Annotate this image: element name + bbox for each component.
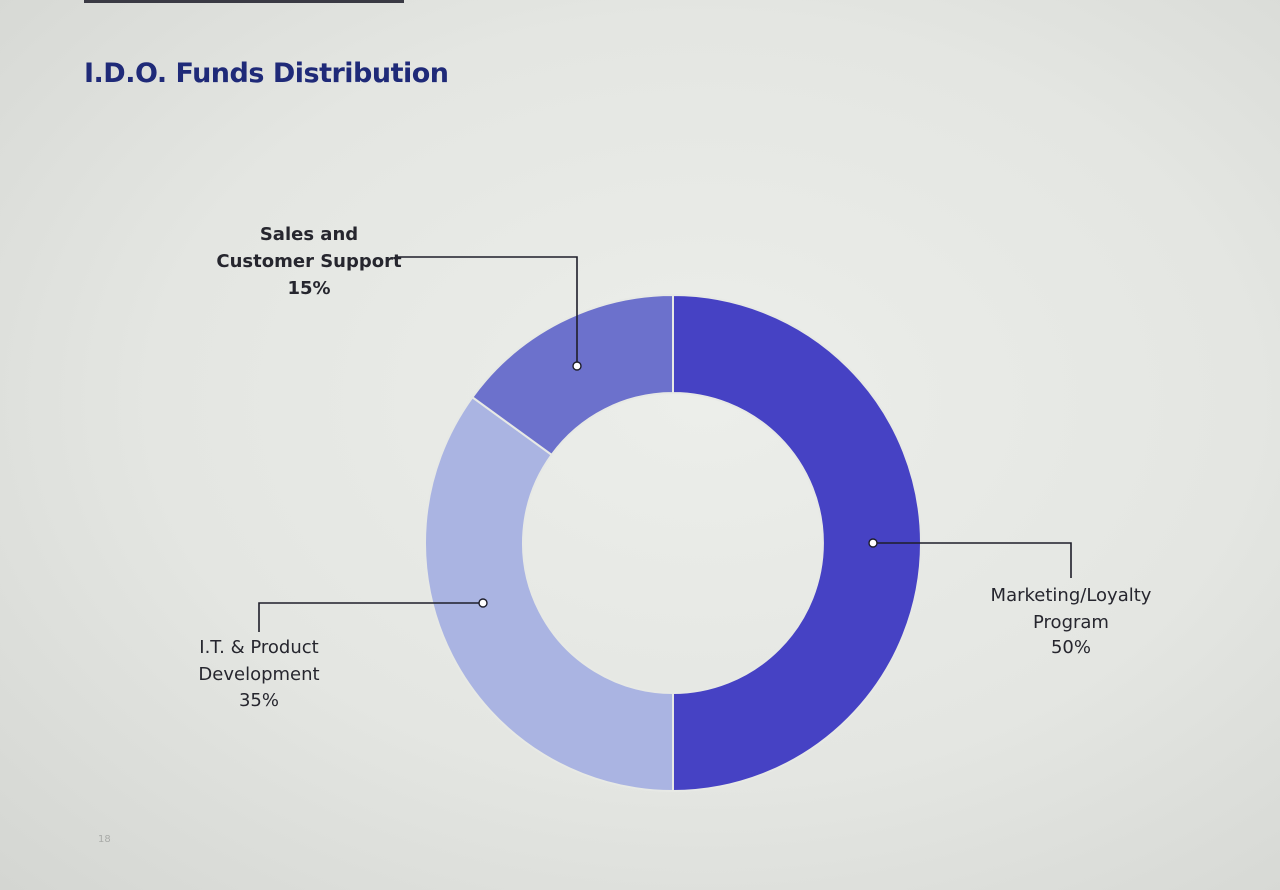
slice-marketing-loyalty-program [672,293,922,793]
label-i-t-product-development-line-3: 35% [239,690,279,711]
leader-line-i-t-product-development [258,602,483,632]
leader-line-sales-and-customer-support [396,256,578,366]
leader-dot-i-t-product-development [478,598,488,608]
slice-sales-and-customer-support [470,293,674,457]
label-marketing-loyalty-program-line-1: Marketing/Loyalty [991,585,1152,606]
label-sales-and-customer-support-line-2: Customer Support [216,251,402,272]
label-sales-and-customer-support-line-1: Sales and [260,224,358,245]
leader-dot-sales-and-customer-support [572,361,582,371]
page-title: I.D.O. Funds Distribution [84,58,449,89]
slice-i-t-product-development [424,395,674,793]
page-number: 18 [98,834,111,845]
leader-line-marketing-loyalty-program [873,542,1072,578]
label-i-t-product-development-line-1: I.T. & Product [199,637,318,658]
top-divider [84,0,404,3]
label-sales-and-customer-support-line-3: 15% [287,278,330,299]
leader-dot-marketing-loyalty-program [868,538,878,548]
label-marketing-loyalty-program-line-2: Program [1033,612,1109,633]
label-marketing-loyalty-program-line-3: 50% [1051,637,1091,658]
label-i-t-product-development-line-2: Development [198,664,319,685]
